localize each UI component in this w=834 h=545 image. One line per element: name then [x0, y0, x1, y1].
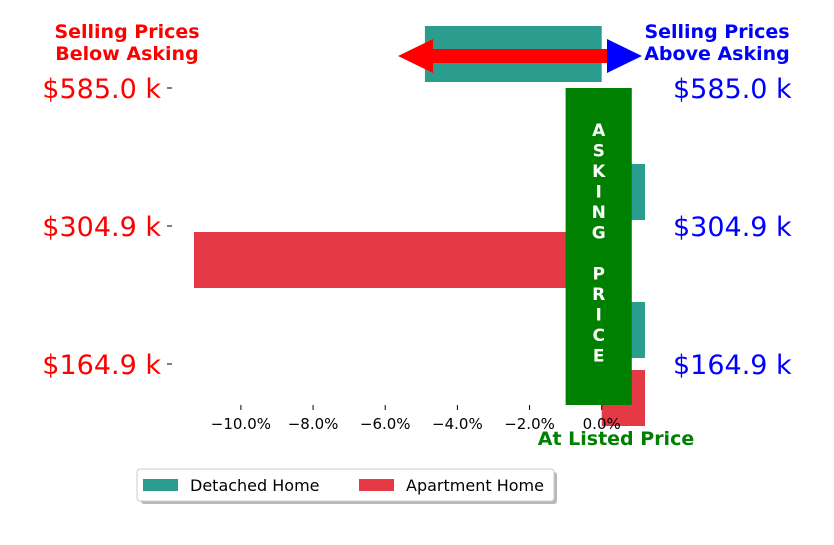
- arrow-shaft: [430, 49, 610, 63]
- asking-price-letter: K: [592, 162, 606, 182]
- x-tick-label: 0.0%: [583, 415, 621, 433]
- asking-price-letter: C: [592, 326, 604, 346]
- legend-box: [136, 468, 555, 502]
- right-price-label: $585.0 k: [673, 74, 792, 105]
- bar-apartment-home-1: [194, 232, 602, 288]
- legend-swatch: [143, 479, 178, 491]
- asking-price-letter: G: [592, 224, 606, 244]
- right-price-label: $304.9 k: [673, 212, 792, 243]
- asking-price-letter: A: [592, 121, 606, 141]
- legend-swatch: [359, 479, 394, 491]
- left-price-label: $304.9 k: [42, 212, 161, 243]
- x-tick-label: −8.0%: [288, 415, 339, 433]
- asking-price-letter: I: [596, 183, 602, 203]
- asking-price-band: [565, 88, 632, 405]
- left-title-line: Selling Prices: [54, 21, 199, 43]
- left-price-label: $164.9 k: [42, 350, 161, 381]
- left-title-line: Below Asking: [55, 43, 198, 65]
- x-axis-label: At Listed Price: [538, 428, 694, 450]
- right-title-line: Above Asking: [644, 43, 790, 65]
- x-tick-label: −10.0%: [211, 415, 271, 433]
- legend-label: Detached Home: [190, 476, 320, 495]
- asking-price-letter: I: [596, 306, 602, 326]
- asking-price-letter: S: [593, 142, 605, 162]
- arrow-left-head: [398, 39, 433, 73]
- left-price-label: $585.0 k: [42, 74, 161, 105]
- legend-label: Apartment Home: [406, 476, 544, 495]
- asking-price-letter: P: [592, 265, 604, 285]
- x-tick-label: −4.0%: [432, 415, 483, 433]
- x-tick-label: −2.0%: [504, 415, 555, 433]
- right-title-line: Selling Prices: [644, 21, 789, 43]
- x-tick-label: −6.0%: [360, 415, 411, 433]
- arrow-right-head: [607, 39, 642, 73]
- asking-price-letter: E: [593, 347, 605, 367]
- asking-price-letter: N: [592, 203, 606, 223]
- asking-price-letter: R: [592, 285, 605, 305]
- right-price-label: $164.9 k: [673, 350, 792, 381]
